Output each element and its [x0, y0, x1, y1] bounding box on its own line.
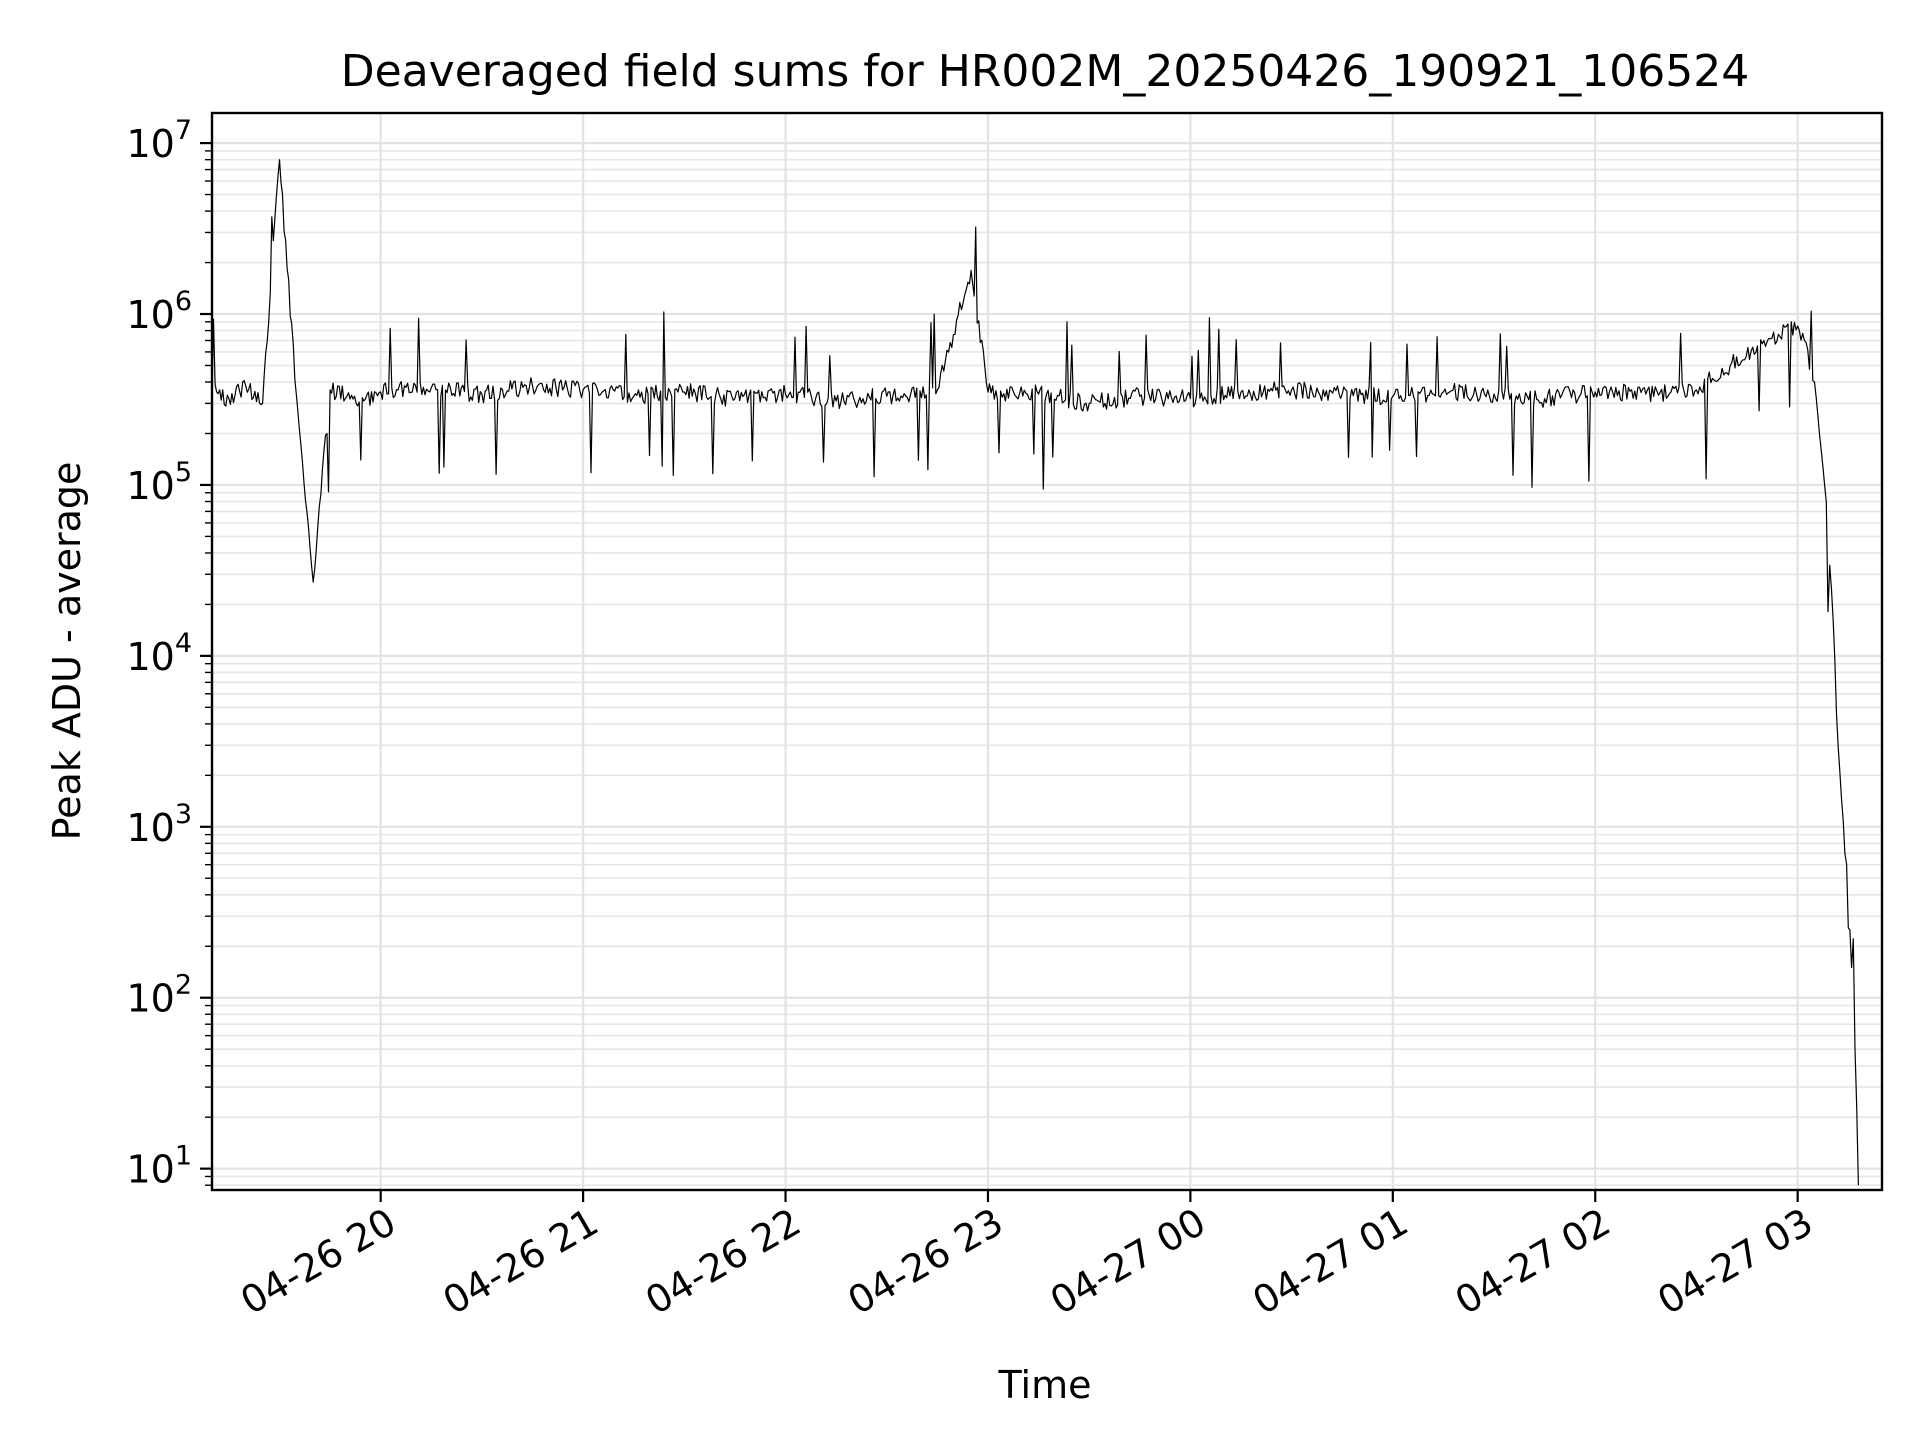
y-tick-label-base: 10: [126, 977, 174, 1021]
y-tick-label: 102: [126, 970, 192, 1021]
chart-title: Deaveraged field sums for HR002M_2025042…: [341, 46, 1749, 97]
y-tick-label-exponent: 1: [175, 1141, 192, 1172]
y-tick-label: 103: [126, 799, 192, 850]
y-tick-label: 101: [126, 1141, 192, 1192]
y-tick-label: 107: [126, 115, 192, 166]
y-tick-label-base: 10: [126, 1148, 174, 1192]
y-tick-label-base: 10: [126, 806, 174, 850]
series-line: [211, 159, 1859, 1186]
y-tick-label-exponent: 6: [175, 286, 192, 317]
plot-frame: [210, 111, 1884, 1192]
y-tick-label: 105: [126, 457, 192, 508]
x-axis-label: Time: [998, 1363, 1092, 1407]
y-tick-label-exponent: 4: [175, 628, 192, 659]
major-gridlines: [212, 113, 1882, 1190]
y-tick-label-base: 10: [126, 635, 174, 679]
y-tick-label-exponent: 7: [175, 115, 192, 146]
y-tick-label-exponent: 3: [175, 799, 192, 830]
y-tick-label-base: 10: [126, 293, 174, 337]
y-tick-label-base: 10: [126, 122, 174, 166]
y-tick-label: 104: [126, 628, 192, 679]
y-axis-label: Peak ADU - average: [45, 462, 89, 841]
y-tick-label-exponent: 5: [175, 457, 192, 488]
y-tick-label: 106: [126, 286, 192, 337]
minor-gridlines: [212, 150, 1882, 1187]
y-tick-label-exponent: 2: [175, 970, 192, 1001]
y-tick-label-base: 10: [126, 464, 174, 508]
